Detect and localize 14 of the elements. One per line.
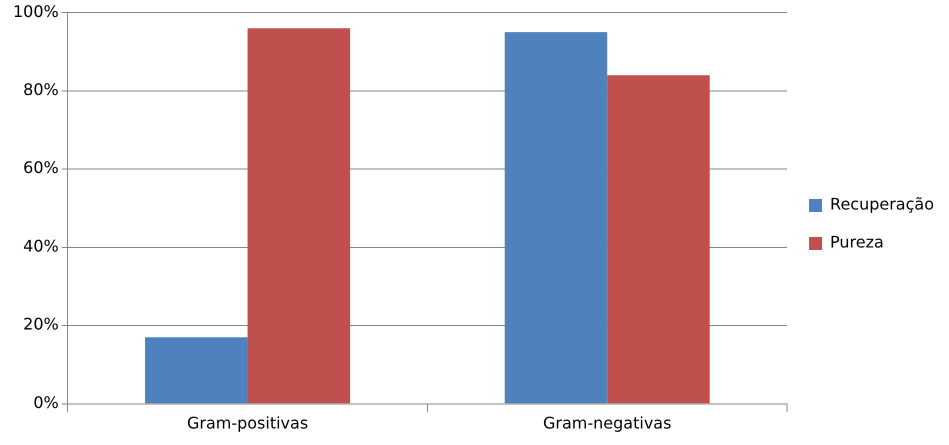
legend-label: Pureza [830,232,884,252]
legend-label: Recuperação [830,194,934,214]
y-tick-label: 100% [12,2,59,21]
y-tick-label: 80% [23,80,59,99]
bar [607,75,710,404]
bar [145,337,248,404]
x-tick-label: Gram-negativas [543,414,672,433]
bar [248,28,350,404]
bar [504,32,608,404]
y-tick-label: 60% [23,158,59,178]
y-tick-label: 20% [23,314,59,334]
x-tick-label: Gram-positivas [186,414,308,433]
y-tick-label: 40% [23,236,59,256]
y-tick-label: 0% [33,392,59,412]
